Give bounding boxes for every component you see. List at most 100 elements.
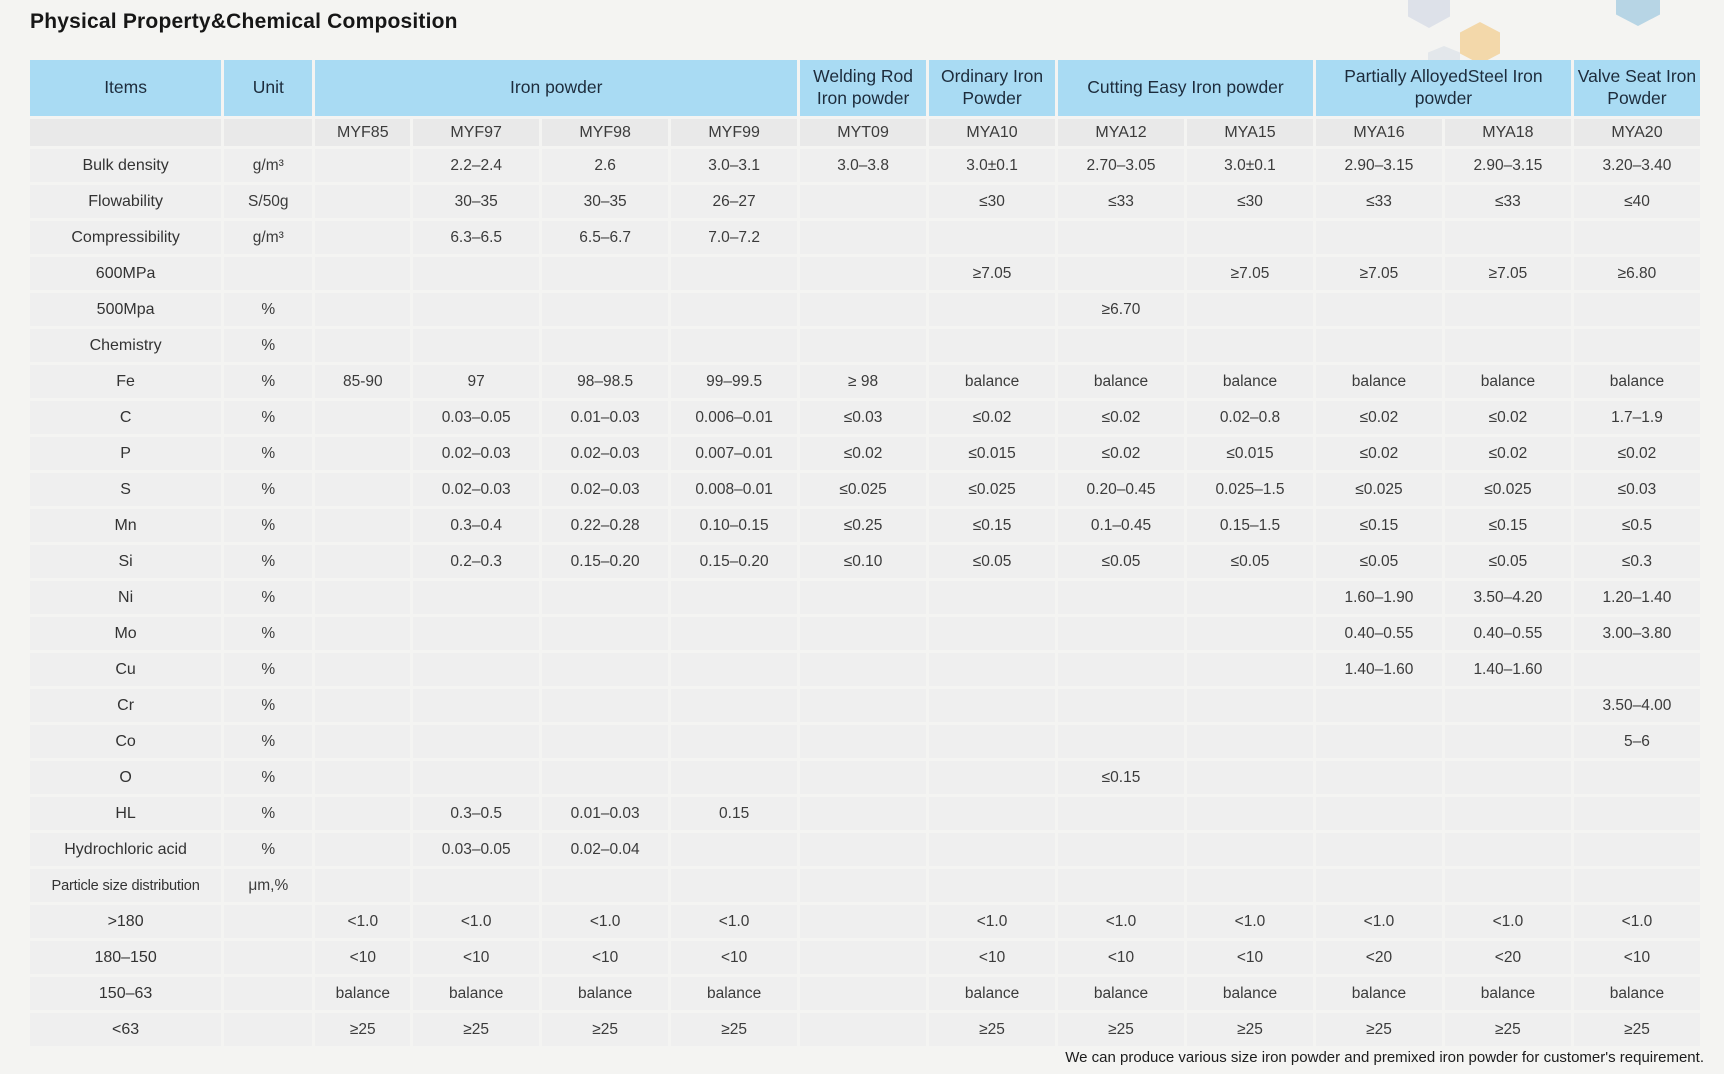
value-cell: 0.02–0.04 <box>542 833 669 866</box>
model-header-row: MYF85 MYF97 MYF98 MYF99 MYT09 MYA10 MYA12 MYA15… <box>30 119 1700 146</box>
unit-cell: % <box>224 365 313 398</box>
value-cell: balance <box>1315 977 1442 1010</box>
model-header: MYT09 <box>800 119 927 146</box>
value-cell <box>1315 725 1442 758</box>
value-cell: ≥7.05 <box>1187 257 1313 290</box>
table-row: Hydrochloric acid% 0.03–0.05 0.02–0.04 <box>30 833 1700 866</box>
item-label-cell: 180–150 <box>30 941 222 974</box>
unit-cell: % <box>224 509 313 542</box>
value-cell <box>542 581 669 614</box>
unit-cell: % <box>224 545 313 578</box>
value-cell <box>1058 833 1184 866</box>
value-cell <box>413 329 540 362</box>
value-cell <box>315 797 411 830</box>
value-cell: ≤0.15 <box>1058 761 1184 794</box>
value-cell: ≥7.05 <box>1315 257 1442 290</box>
value-cell: ≤0.05 <box>1315 545 1442 578</box>
value-cell: 0.2–0.3 <box>413 545 540 578</box>
item-label-cell: Bulk density <box>30 149 222 182</box>
value-cell: ≥25 <box>1444 1013 1571 1046</box>
item-label-cell: Mo <box>30 617 222 650</box>
value-cell: ≤0.02 <box>1573 437 1700 470</box>
value-cell: ≤0.025 <box>929 473 1056 506</box>
value-cell: ≤0.03 <box>1573 473 1700 506</box>
value-cell <box>1315 869 1442 902</box>
value-cell: ≤0.10 <box>800 545 927 578</box>
value-cell <box>1187 293 1313 326</box>
value-cell <box>671 833 798 866</box>
value-cell <box>671 581 798 614</box>
value-cell: ≤0.025 <box>800 473 927 506</box>
value-cell: 26–27 <box>671 185 798 218</box>
value-cell <box>1573 869 1700 902</box>
item-label-cell: Chemistry <box>30 329 222 362</box>
value-cell: 0.22–0.28 <box>542 509 669 542</box>
value-cell <box>413 293 540 326</box>
value-cell: ≤0.15 <box>1444 509 1571 542</box>
value-cell <box>542 761 669 794</box>
column-group-header: Valve Seat Iron Powder <box>1573 60 1700 116</box>
item-label-cell: Compressibility <box>30 221 222 254</box>
value-cell: ≤0.015 <box>929 437 1056 470</box>
value-cell <box>315 221 411 254</box>
table-row: 180–150 <10 <10 <10 <10 <10 <10 <10 <20 <20 <10 <box>30 941 1700 974</box>
cube-icon <box>1408 0 1450 28</box>
value-cell: <1.0 <box>1187 905 1313 938</box>
item-label-cell: Mn <box>30 509 222 542</box>
value-cell: <1.0 <box>929 905 1056 938</box>
value-cell <box>1058 689 1184 722</box>
value-cell <box>315 257 411 290</box>
value-cell <box>800 689 927 722</box>
value-cell: 7.0–7.2 <box>671 221 798 254</box>
value-cell <box>671 257 798 290</box>
value-cell: <1.0 <box>1444 905 1571 938</box>
value-cell: 30–35 <box>413 185 540 218</box>
table-row: Co% 5–6 <box>30 725 1700 758</box>
value-cell <box>671 761 798 794</box>
model-header: MYF85 <box>315 119 411 146</box>
value-cell: ≥7.05 <box>929 257 1056 290</box>
value-cell: 0.02–0.03 <box>542 437 669 470</box>
value-cell <box>1058 257 1184 290</box>
value-cell <box>315 653 411 686</box>
value-cell <box>1187 833 1313 866</box>
table-row: >180 <1.0 <1.0 <1.0 <1.0 <1.0 <1.0 <1.0 <1.0 <1.0… <box>30 905 1700 938</box>
value-cell <box>542 689 669 722</box>
value-cell <box>929 869 1056 902</box>
value-cell: ≤0.02 <box>1058 401 1184 434</box>
value-cell: balance <box>315 977 411 1010</box>
value-cell: ≤0.15 <box>929 509 1056 542</box>
item-label-cell: Si <box>30 545 222 578</box>
value-cell <box>315 689 411 722</box>
value-cell <box>800 221 927 254</box>
value-cell <box>929 761 1056 794</box>
page-title: Physical Property&Chemical Composition <box>30 10 458 33</box>
value-cell: ≤0.25 <box>800 509 927 542</box>
unit-cell: % <box>224 653 313 686</box>
value-cell <box>800 761 927 794</box>
value-cell: balance <box>1444 365 1571 398</box>
value-cell <box>929 293 1056 326</box>
table-row: P% 0.02–0.03 0.02–0.03 0.007–0.01 ≤0.02 ≤0.01… <box>30 437 1700 470</box>
table-row: 500Mpa% ≥6.70 <box>30 293 1700 326</box>
value-cell <box>1444 293 1571 326</box>
value-cell <box>1058 329 1184 362</box>
unit-cell <box>224 977 313 1010</box>
value-cell <box>800 581 927 614</box>
value-cell <box>800 293 927 326</box>
value-cell <box>1187 581 1313 614</box>
value-cell <box>315 185 411 218</box>
table-row: HL% 0.3–0.5 0.01–0.03 0.15 <box>30 797 1700 830</box>
value-cell: balance <box>929 365 1056 398</box>
value-cell <box>1058 221 1184 254</box>
value-cell <box>800 977 927 1010</box>
value-cell: 1.7–1.9 <box>1573 401 1700 434</box>
item-label-cell: Ni <box>30 581 222 614</box>
value-cell: ≤0.15 <box>1315 509 1442 542</box>
value-cell: ≤0.02 <box>1058 437 1184 470</box>
value-cell: balance <box>1058 365 1184 398</box>
value-cell: <10 <box>1573 941 1700 974</box>
value-cell: 85-90 <box>315 365 411 398</box>
value-cell <box>1187 869 1313 902</box>
unit-cell: % <box>224 797 313 830</box>
